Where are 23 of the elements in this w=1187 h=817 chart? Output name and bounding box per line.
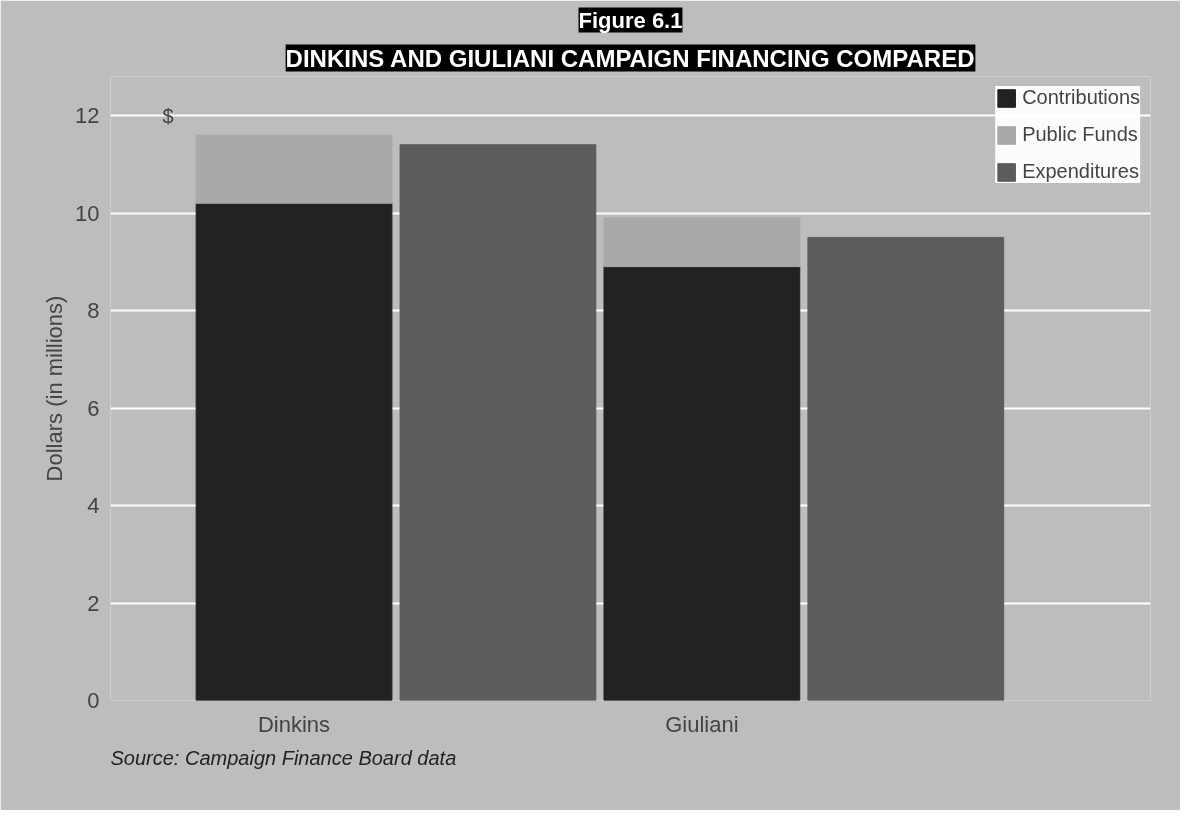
- y-tick-label: 4: [87, 493, 100, 518]
- chart-subtitle: DINKINS AND GIULIANI CAMPAIGN FINANCING COMPARED: [285, 44, 975, 72]
- y-tick-label: 6: [87, 395, 100, 421]
- chart-title: Figure 6.1: [578, 7, 683, 33]
- x-tick-label: Dinkins: [257, 711, 331, 737]
- y-tick-label: 10: [75, 200, 100, 226]
- annotation: $: [162, 104, 174, 127]
- bar: [399, 144, 597, 701]
- legend-label: Expenditures: [1022, 160, 1139, 183]
- x-tick-label: Giuliani: [665, 711, 739, 737]
- bar: [603, 217, 801, 268]
- bar: [603, 266, 801, 701]
- bar: [195, 134, 393, 204]
- legend-label: Contributions: [1022, 86, 1140, 109]
- y-axis-title: Dollars (in millions): [42, 295, 68, 482]
- y-tick-label: 0: [87, 688, 100, 713]
- bar: [807, 236, 1005, 701]
- y-tick-label: 8: [87, 298, 100, 323]
- source-note: Source: Campaign Finance Board data: [110, 746, 457, 769]
- y-tick-label: 2: [87, 590, 100, 616]
- y-tick-label: 12: [75, 103, 100, 128]
- bar: [195, 202, 393, 701]
- legend-label: Public Funds: [1022, 123, 1138, 146]
